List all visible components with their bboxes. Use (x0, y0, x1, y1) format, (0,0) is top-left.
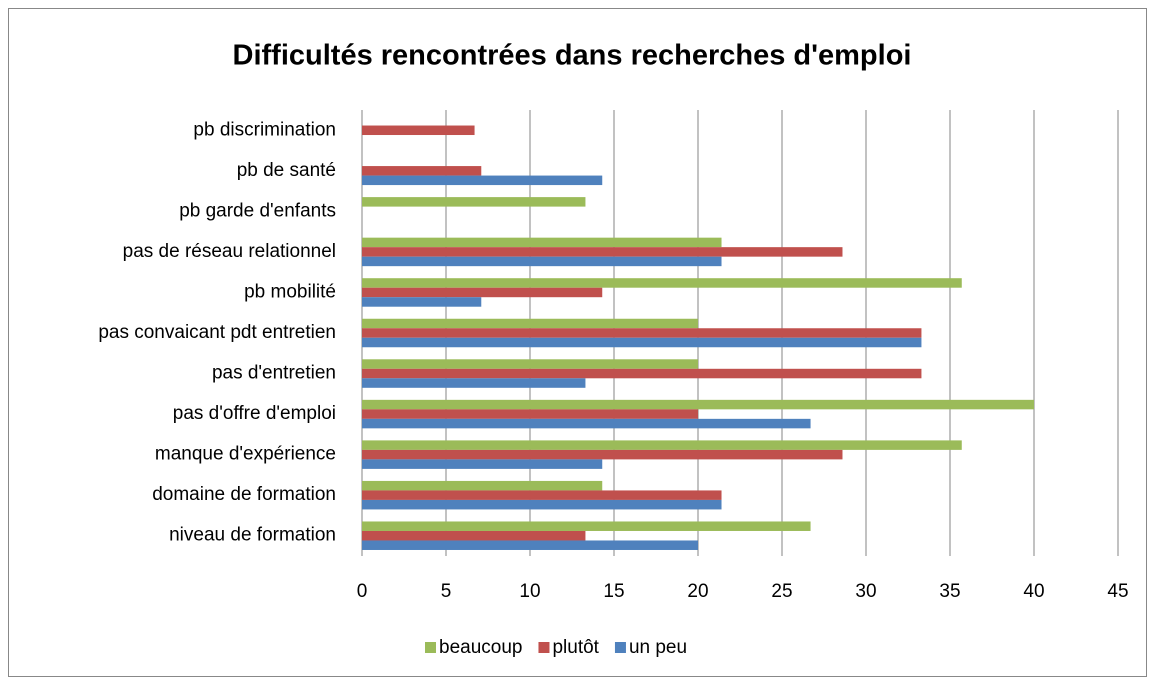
y-tick-label: pb de santé (237, 160, 336, 181)
y-tick-label: pas de réseau relationnel (123, 241, 336, 262)
bar (362, 237, 722, 248)
bar (362, 459, 603, 469)
bar (362, 359, 698, 369)
x-tick-label: 35 (939, 581, 960, 602)
legend-label: plutôt (552, 637, 599, 658)
bar (362, 440, 962, 450)
legend-swatch (425, 642, 436, 653)
bar (362, 125, 475, 136)
bar (362, 378, 586, 388)
bar (362, 540, 698, 550)
bar (362, 175, 603, 186)
bar (362, 297, 482, 307)
x-tick-label: 5 (441, 581, 452, 602)
chart-title: Difficultés rencontrées dans recherches … (233, 40, 912, 72)
bar (362, 409, 698, 419)
x-tick-label: 0 (357, 581, 368, 602)
bar (362, 521, 811, 531)
y-tick-label: pb garde d'enfants (179, 200, 336, 221)
bar (362, 256, 722, 267)
y-tick-label: pas d'entretien (212, 363, 336, 384)
y-tick-label: niveau de formation (169, 525, 336, 546)
bar (362, 399, 1034, 410)
bar (362, 318, 698, 329)
x-tick-label: 45 (1107, 581, 1128, 602)
bar (362, 499, 722, 510)
bar (362, 166, 482, 176)
x-tick-label: 20 (687, 581, 708, 602)
legend-swatch (614, 642, 626, 653)
bar (362, 287, 603, 298)
legend-label: un peu (629, 637, 687, 658)
y-tick-label: pas convaicant pdt entretien (98, 322, 336, 343)
x-tick-label: 15 (603, 581, 624, 602)
bar (362, 490, 722, 500)
legend-swatch (538, 642, 550, 653)
x-tick-label: 25 (771, 581, 792, 602)
x-tick-label: 40 (1023, 581, 1044, 602)
bar (362, 278, 962, 288)
bar (362, 328, 922, 338)
y-tick-label: pas d'offre d'emploi (173, 403, 336, 424)
y-tick-label: pb discrimination (193, 119, 336, 140)
x-tick-label: 10 (519, 581, 540, 602)
bar (362, 418, 811, 429)
bar (362, 449, 843, 460)
legend-label: beaucoup (439, 637, 522, 658)
y-tick-label: pb mobilité (244, 281, 336, 302)
x-tick-label: 30 (855, 581, 876, 602)
bar (362, 247, 843, 257)
bar (362, 368, 922, 379)
bar (362, 480, 603, 491)
bar (362, 337, 922, 348)
bar (362, 197, 586, 207)
y-tick-label: manque d'expérience (155, 444, 336, 465)
y-tick-label: domaine de formation (152, 484, 336, 505)
bar (362, 530, 586, 541)
